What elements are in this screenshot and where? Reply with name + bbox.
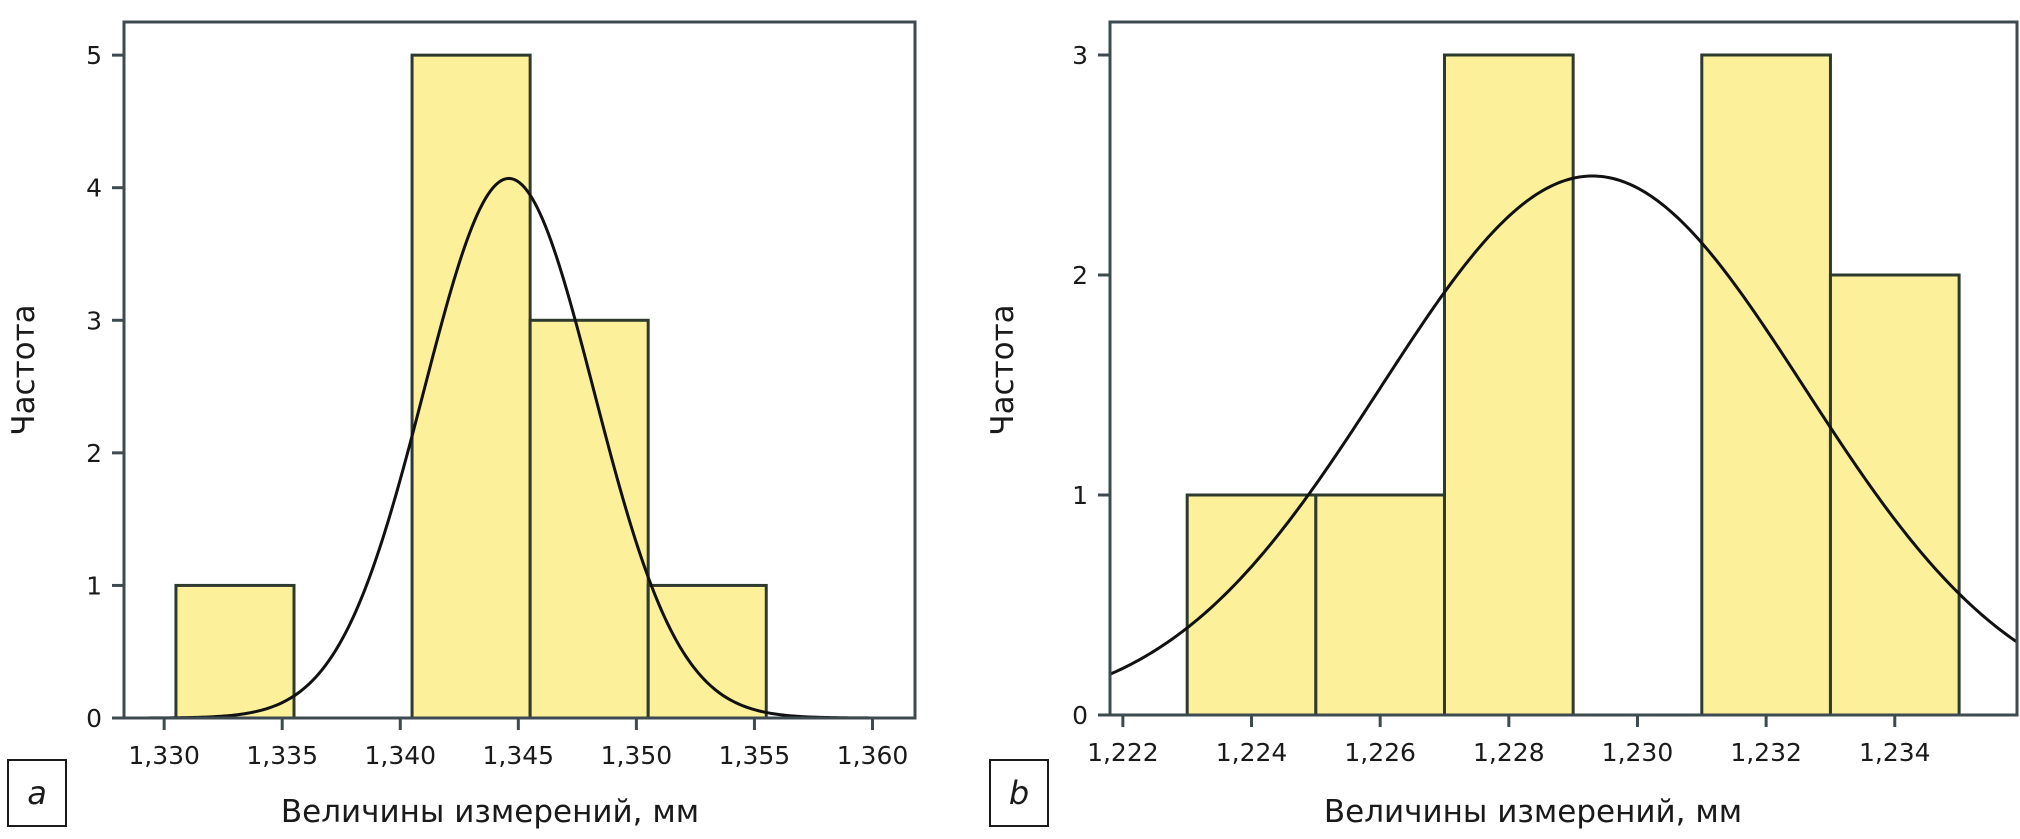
chart-a-x-tick-label-0: 1,330 [128, 741, 200, 770]
chart-b-panel-label-box [989, 759, 1049, 827]
chart-b-bar-2 [1442, 53, 1575, 717]
chart-b-x-tick-label-6: 1,234 [1859, 738, 1931, 767]
chart-b-y-tick-label-2: 2 [1072, 261, 1088, 290]
chart-b-x-axis-title: Величины измерений, мм [1324, 794, 1742, 830]
chart-a-y-tick-label-1: 1 [86, 571, 102, 600]
chart-a-bars [174, 53, 768, 720]
chart-b-x-tick-label-1: 1,224 [1216, 738, 1288, 767]
chart-a-y-tick-label-3: 3 [86, 306, 102, 335]
chart-b-y-tick-label-3: 3 [1072, 41, 1088, 70]
chart-a-y-tick-label-5: 5 [86, 41, 102, 70]
chart-b-panel-label: b [1009, 774, 1029, 812]
chart-b-y-tick-label-1: 1 [1072, 481, 1088, 510]
chart-b-x-tick-label-5: 1,232 [1730, 738, 1802, 767]
chart-b-x-tick-label-2: 1,226 [1344, 738, 1416, 767]
chart-b: 0 1 2 3 1,222 1,224 1,226 1,228 1,230 1,232 1,234… [985, 20, 2019, 830]
chart-a-panel-label-box [7, 759, 67, 827]
chart-a-x-tick-label-4: 1,350 [601, 741, 673, 770]
chart-a-x-axis-title: Величины измерений, мм [281, 794, 699, 830]
chart-a-y-axis-title: Частота [6, 304, 42, 435]
chart-b-y-tick-label-0: 0 [1072, 701, 1088, 730]
chart-b-x-tick-label-3: 1,228 [1473, 738, 1545, 767]
chart-b-bar-0 [1185, 493, 1318, 717]
chart-a-normal-curve [124, 176, 915, 720]
chart-a-panel-label: a [27, 774, 47, 812]
chart-b-bars [1185, 53, 1961, 717]
chart-b-x-tick-label-0: 1,222 [1087, 738, 1159, 767]
chart-a-y-ticks: 0 1 2 3 4 5 [86, 41, 124, 733]
chart-a-bar-3 [646, 583, 768, 720]
chart-b-bar-4 [1828, 273, 1961, 717]
chart-b-bar-1 [1314, 493, 1446, 717]
chart-b-plot-frame [1108, 20, 2019, 717]
chart-a-x-tick-label-3: 1,345 [483, 741, 555, 770]
chart-a-x-tick-label-2: 1,340 [364, 741, 436, 770]
chart-a-x-ticks: 1,330 1,335 1,340 1,345 1,350 1,355 1,360 [128, 718, 908, 770]
chart-a-y-tick-label-2: 2 [86, 439, 102, 468]
chart-a-y-tick-label-4: 4 [86, 174, 102, 203]
chart-b-normal-curve [1109, 174, 2018, 676]
chart-a-bar-1 [410, 53, 532, 720]
chart-a-bar-0 [174, 583, 296, 720]
chart-b-x-ticks: 1,222 1,224 1,226 1,228 1,230 1,232 1,234 [1087, 715, 1931, 767]
chart-b-y-ticks: 0 1 2 3 [1072, 41, 1110, 730]
chart-b-bar-3 [1700, 53, 1832, 717]
chart-a-x-tick-label-6: 1,360 [837, 741, 909, 770]
chart-b-y-axis-title: Частота [985, 304, 1021, 435]
chart-b-x-tick-label-4: 1,230 [1602, 738, 1674, 767]
chart-a-y-tick-label-0: 0 [86, 704, 102, 733]
chart-a-x-tick-label-1: 1,335 [246, 741, 318, 770]
chart-a-x-tick-label-5: 1,355 [719, 741, 791, 770]
